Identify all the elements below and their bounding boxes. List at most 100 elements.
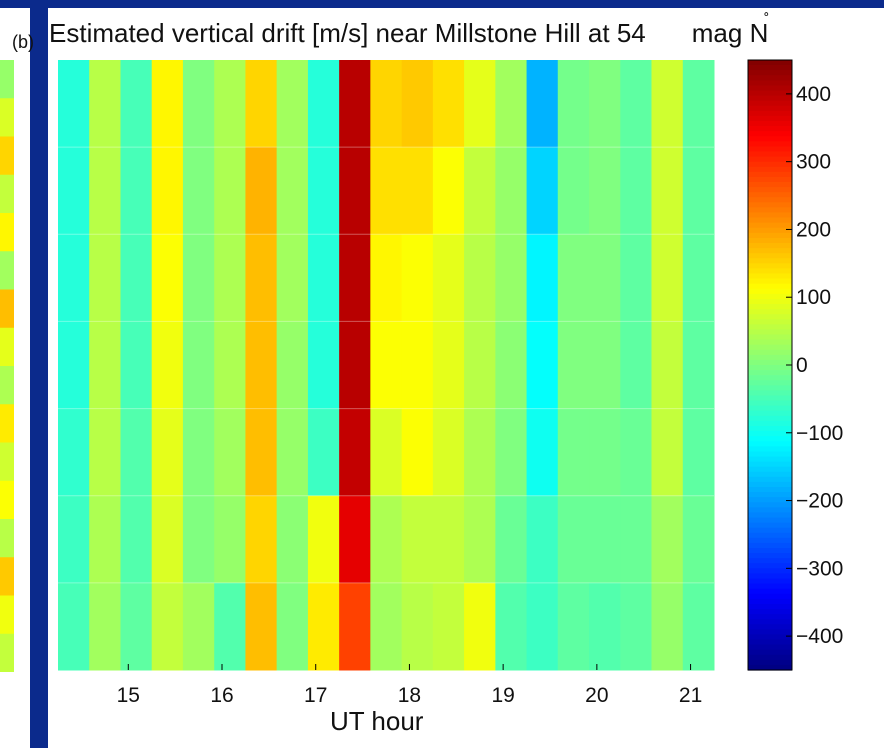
heatmap-cell [307,408,340,497]
chart-title: Estimated vertical drift [m/s] near Mill… [49,18,768,49]
colorbar-segment [748,212,792,219]
heatmap-cell [589,495,621,584]
colorbar-segment [748,487,792,493]
colorbar-segment [748,532,792,539]
colorbar-segment [748,497,792,503]
heatmap-cell [151,60,184,148]
colorbar-segment [748,232,792,239]
colorbar-segment [748,527,792,534]
colorbar-segment [748,100,792,107]
colorbar-segment [748,207,792,214]
heatmap-cell [526,495,559,584]
colorbar-segment [748,115,792,122]
colorbar-segment [748,639,792,646]
colorbar-segment [748,410,792,417]
colorbar-segment [748,629,792,636]
heatmap-cell [589,582,621,671]
left-strip-cell [0,289,14,329]
heatmap-cell [620,321,652,410]
heatmap-cell [401,60,434,148]
heatmap-cell [120,582,153,671]
heatmap-cell [651,321,684,410]
colorbar-segment [748,405,792,412]
colorbar-segment [748,431,792,437]
colorbar-segment [748,248,792,254]
heatmap-cell [495,147,528,235]
heatmap-cell [432,234,465,322]
colorbar-segment [748,537,792,544]
colorbar-segment [748,359,792,366]
colorbar-segment [748,659,792,666]
heatmap-cell [651,147,684,235]
heatmap-cell [557,582,590,671]
colorbar-segment [748,481,792,488]
left-strip-cell [0,442,14,482]
heatmap-cell [682,582,715,671]
heatmap-cell [276,495,309,584]
colorbar-segment [748,436,792,442]
heatmap-cell [557,495,590,584]
heatmap-cell [245,495,278,584]
colorbar-segment [748,461,792,468]
colorbar-segment [748,187,792,193]
heatmap-cell [214,234,246,322]
colorbar-segment [748,471,792,478]
heatmap-cell [495,408,528,497]
heatmap-cell [589,408,621,497]
heatmap-cell [89,582,122,671]
colorbar-tick-label: 0 [796,354,808,377]
heatmap-cell [339,495,371,584]
heatmap-cell [182,60,215,148]
colorbar-segment [748,156,792,163]
heatmap-cell [557,321,590,410]
colorbar-segment [748,614,792,620]
colorbar-segment [748,182,792,188]
colorbar-segment [748,375,792,381]
colorbar-segment [748,151,792,158]
heatmap-cell [682,60,715,148]
colorbar-segment [748,95,792,102]
colorbar-segment [748,319,792,325]
colorbar-segment [748,583,792,590]
colorbar-tick-label: −200 [796,490,843,513]
colorbar-segment [748,253,792,259]
heatmap-cell [651,234,684,322]
colorbar-segment [748,309,792,315]
heatmap-cell [58,147,90,235]
heatmap-cell [307,60,340,148]
colorbar-segment [748,568,792,575]
heatmap-cell [495,495,528,584]
colorbar-segment [748,278,792,285]
heatmap-cell [58,582,90,671]
colorbar-tick-label: −300 [796,557,843,580]
heatmap-cell [370,147,403,235]
colorbar-segment [748,293,792,300]
colorbar-segment [748,243,792,249]
heatmap-cell [464,234,496,322]
heatmap-cell [370,408,403,497]
heatmap-cell [682,408,715,497]
heatmap-cell [245,408,278,497]
colorbar-segment [748,126,792,132]
heatmap-cell [495,234,528,322]
colorbar-segment [748,400,792,407]
heatmap-cell [620,582,652,671]
left-strip-cell [0,213,14,252]
colorbar-segment [748,476,792,483]
colorbar-segment [748,166,792,173]
colorbar-tick-label: 300 [796,151,831,174]
heatmap-cell [432,408,465,497]
heatmap-cell [589,60,621,148]
heatmap-cell [276,321,309,410]
heatmap-cell [214,321,246,410]
heatmap-cell [276,60,309,148]
colorbar-segment [748,654,792,661]
colorbar-segment [748,420,792,427]
heatmap-cell [276,408,309,497]
heatmap-cell [89,321,122,410]
heatmap-cell [370,60,403,148]
heatmap-cell [58,408,90,497]
heatmap-cell [370,234,403,322]
left-strip-cell [0,174,14,214]
heatmap-cell [526,147,559,235]
